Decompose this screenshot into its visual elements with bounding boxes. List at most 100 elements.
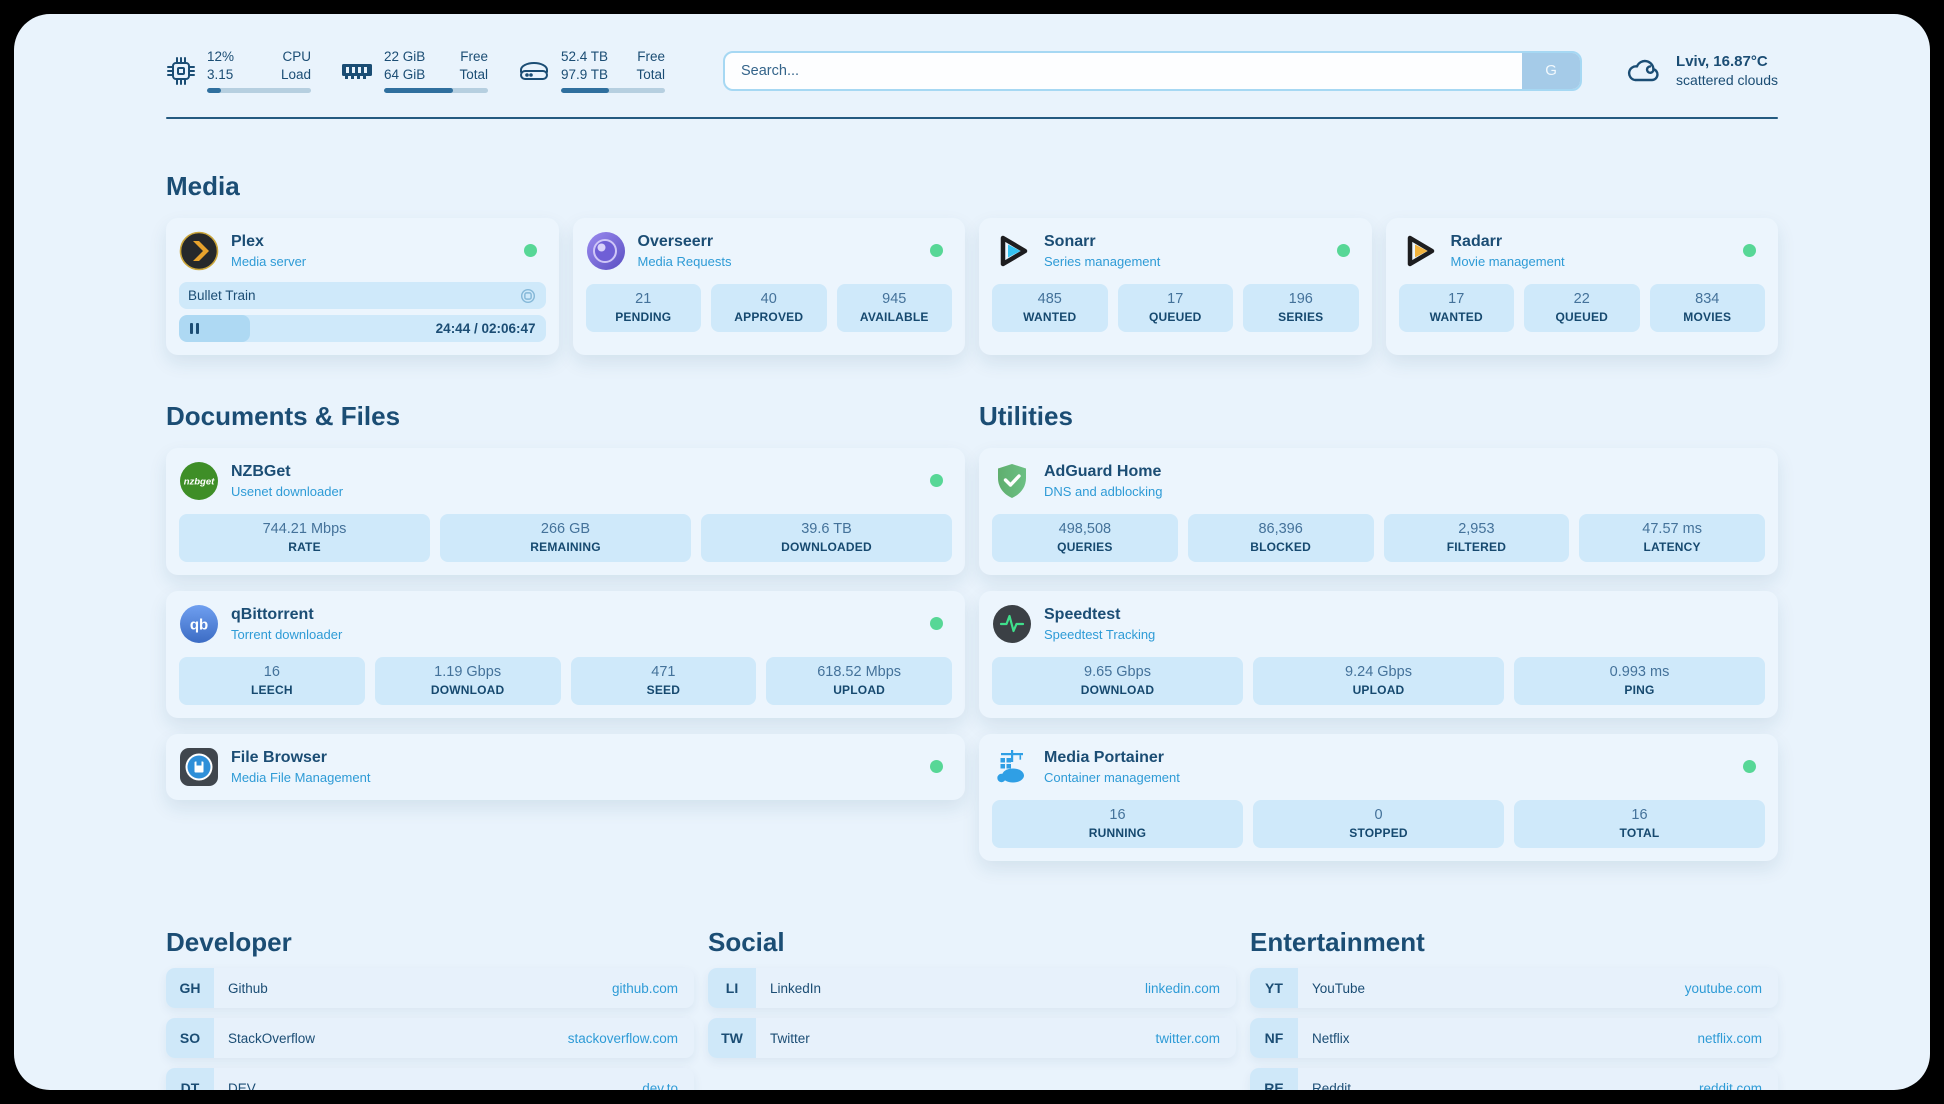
stat-box: 86,396 BLOCKED [1187,514,1374,563]
status-dot [930,760,943,774]
card-title: Media Portainer [1044,749,1165,767]
link-reddit[interactable]: RE Reddit reddit.com [1250,1068,1778,1090]
radarr-icon [1407,235,1434,267]
filebrowser-card[interactable]: File Browser Media File Management [166,734,965,801]
status-dot [1743,760,1756,774]
cpu-labels: CPU Load [280,49,311,82]
link-netflix[interactable]: NF Netflix netflix.com [1250,1018,1778,1059]
link-youtube[interactable]: YT YouTube youtube.com [1250,968,1778,1009]
link-url: youtube.com [1684,980,1762,996]
sonarr-icon [1000,235,1028,267]
qbittorrent-card[interactable]: qb qBittorrent Torrent downloader 16 LEE… [166,591,965,719]
link-github[interactable]: GH Github github.com [166,968,694,1009]
playback-time: 24:44 / 02:06:47 [435,321,536,337]
link-url: dev.to [642,1080,678,1090]
cpu-icon [167,56,195,85]
section-entertainment: Entertainment YT YouTube youtube.com NF … [1250,927,1778,1090]
link-badge: YT [1250,968,1298,1009]
disk-progress-bar [561,88,665,94]
stat-box: 196 SERIES [1243,284,1359,333]
link-url: github.com [611,980,678,996]
section-social: Social LI LinkedIn linkedin.com TW Twitt… [708,927,1236,1059]
disk-labels: Free Total [636,49,665,82]
dashboard-page: 12% 3.15 CPU Load [14,14,1930,1090]
cloud-icon [1628,59,1659,81]
now-playing-row: Bullet Train [179,282,546,310]
overseerr-icon [586,232,625,271]
card-subtitle: Series management [1044,254,1161,270]
link-badge: GH [166,968,214,1009]
link-name: StackOverflow [228,1030,316,1046]
ram-progress-bar [384,88,488,94]
top-bar: 12% 3.15 CPU Load [166,14,1778,94]
link-dev[interactable]: DT DEV dev.to [166,1068,694,1090]
link-url: twitter.com [1155,1030,1220,1046]
svg-text:qb: qb [190,617,208,634]
disk-stat: 52.4 TB 97.9 TB Free Total [518,48,665,94]
link-twitter[interactable]: TW Twitter twitter.com [708,1018,1236,1059]
section-title-entertainment: Entertainment [1250,927,1425,958]
card-title: File Browser [231,749,328,767]
card-title: Plex [231,233,264,251]
search-provider-button[interactable]: G [1522,52,1581,89]
card-subtitle: Media server [231,254,307,270]
adguard-icon [998,464,1026,499]
adguard-card[interactable]: AdGuard Home DNS and adblocking 498,508 … [979,448,1778,576]
plex-card[interactable]: Plex Media server Bullet Train 24:44 / 0… [166,218,559,356]
link-stackoverflow[interactable]: SO StackOverflow stackoverflow.com [166,1018,694,1059]
playback-progress-bar[interactable]: 24:44 / 02:06:47 [179,315,546,343]
weather-widget: Lviv, 16.87°C scattered clouds [1624,53,1778,88]
speedtest-card[interactable]: Speedtest Speedtest Tracking 9.65 Gbps D… [979,591,1778,719]
stat-box: 22 QUEUED [1524,284,1640,333]
card-title: Overseerr [637,233,714,251]
stat-box: 485 WANTED [992,284,1108,333]
card-title: AdGuard Home [1044,463,1162,481]
weather-condition: scattered clouds [1676,72,1778,89]
now-playing-settings-icon[interactable] [519,287,537,305]
section-title-developer: Developer [166,927,292,958]
card-subtitle: Usenet downloader [231,484,344,500]
ram-values: 22 GiB 64 GiB [384,49,426,82]
pause-icon[interactable] [190,323,199,335]
section-media: Media Plex Media server Bullet Train [166,171,1778,356]
link-url: netflix.com [1697,1030,1762,1046]
cpu-progress-bar [207,88,311,94]
sonarr-card[interactable]: Sonarr Series management 485 WANTED 17 Q… [979,218,1372,356]
link-linkedin[interactable]: LI LinkedIn linkedin.com [708,968,1236,1009]
section-title-documents: Documents & Files [166,401,401,432]
disk-values: 52.4 TB 97.9 TB [561,49,609,82]
section-developer: Developer GH Github github.com SO StackO… [166,927,694,1090]
stat-box: 1.19 Gbps DOWNLOAD [374,657,561,706]
disk-icon [520,61,548,80]
now-playing-title: Bullet Train [188,288,256,304]
link-url: stackoverflow.com [567,1030,678,1046]
search-input[interactable] [723,50,1583,91]
stat-box: 2,953 FILTERED [1383,514,1570,563]
card-subtitle: Movie management [1450,254,1565,270]
section-title-social: Social [708,927,785,958]
link-url: reddit.com [1698,1080,1762,1090]
stat-box: 40 APPROVED [711,284,827,333]
stat-box: 17 WANTED [1398,284,1514,333]
section-title-media: Media [166,171,240,202]
portainer-card[interactable]: Media Portainer Container management 16 … [979,734,1778,862]
stat-box: 16 LEECH [179,657,365,706]
overseerr-card[interactable]: Overseerr Media Requests 21 PENDING 40 A… [572,218,965,356]
stat-box: 0.993 ms PING [1514,657,1765,706]
link-url: linkedin.com [1144,980,1220,996]
stat-box: 9.65 Gbps DOWNLOAD [992,657,1243,706]
card-subtitle: Container management [1044,770,1180,786]
plex-icon [179,231,219,271]
stat-box: 744.21 Mbps RATE [179,514,430,563]
radarr-card[interactable]: Radarr Movie management 17 WANTED 22 QUE… [1385,218,1778,356]
stat-box: 834 MOVIES [1649,284,1765,333]
nzbget-card[interactable]: nzbget NZBGet Usenet downloader 744.21 M… [166,448,965,576]
cpu-values: 12% 3.15 [207,49,235,82]
ram-icon [342,63,372,79]
svg-text:nzbget: nzbget [184,477,215,488]
link-badge: SO [166,1018,214,1059]
stat-box: 21 PENDING [585,284,701,333]
link-badge: TW [708,1018,756,1059]
card-subtitle: Torrent downloader [231,627,343,643]
portainer-icon [997,750,1024,783]
